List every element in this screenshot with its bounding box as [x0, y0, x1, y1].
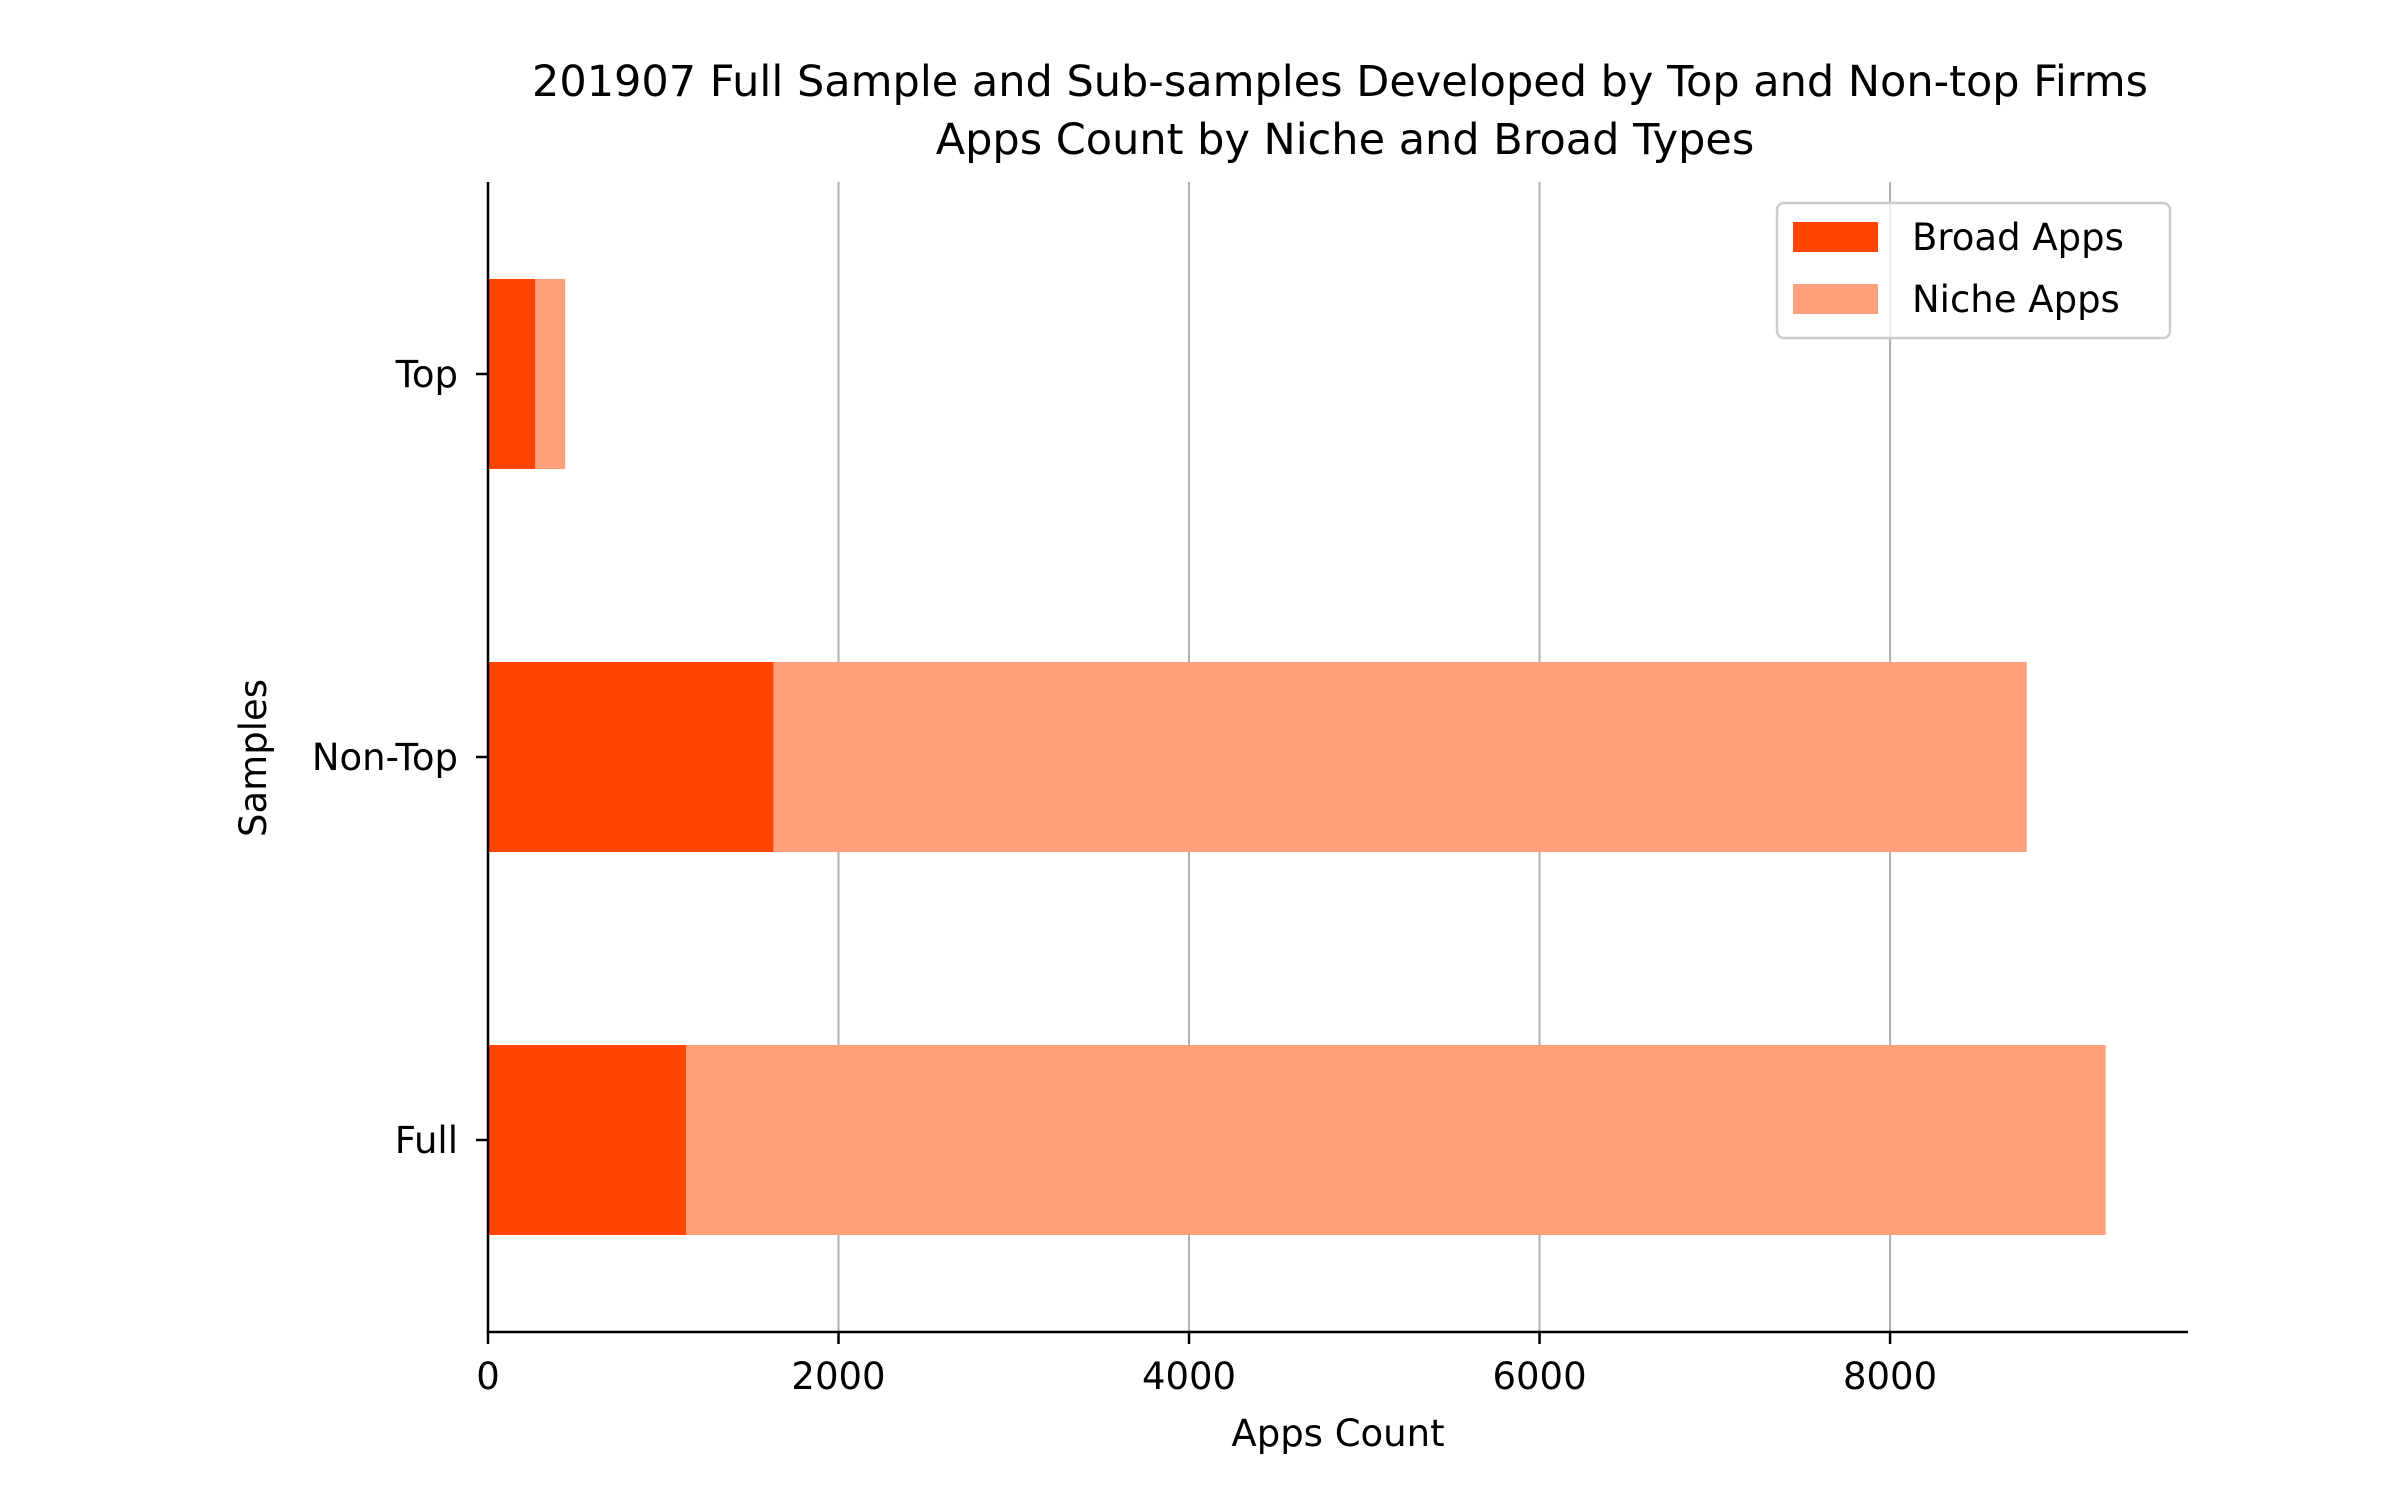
y-tick-label-top: Top [395, 353, 458, 396]
legend-label-niche-apps: Niche Apps [1912, 278, 2120, 321]
bars-layer [488, 279, 2106, 1235]
x-tick-label-0: 0 [476, 1355, 500, 1398]
legend-swatch-broad-apps [1793, 222, 1878, 252]
bar-full-niche-apps [686, 1045, 2106, 1235]
x-tick-label-4000: 4000 [1142, 1355, 1236, 1398]
y-tick-label-full: Full [395, 1119, 458, 1162]
x-axis-label: Apps Count [1231, 1412, 1444, 1455]
chart-subtitle: Apps Count by Niche and Broad Types [936, 115, 1755, 165]
bar-top-niche-apps [535, 279, 566, 469]
ticks-layer: 0 2000 4000 6000 8000 Full Non-Top Top [312, 353, 1937, 1398]
chart-title: 201907 Full Sample and Sub-samples Devel… [532, 57, 2148, 107]
y-tick-label-non-top: Non-Top [312, 736, 458, 779]
bar-full-broad-apps [488, 1045, 687, 1235]
legend: Broad Apps Niche Apps [1775, 201, 2172, 340]
bar-non-top-niche-apps [773, 662, 2027, 852]
bar-top-broad-apps [488, 279, 536, 469]
x-tick-label-8000: 8000 [1843, 1355, 1937, 1398]
x-tick-label-6000: 6000 [1492, 1355, 1586, 1398]
x-tick-label-2000: 2000 [791, 1355, 885, 1398]
legend-swatch-niche-apps [1793, 284, 1878, 314]
y-axis-label: Samples [232, 679, 275, 837]
legend-label-broad-apps: Broad Apps [1912, 216, 2124, 259]
bar-non-top-broad-apps [488, 662, 774, 852]
